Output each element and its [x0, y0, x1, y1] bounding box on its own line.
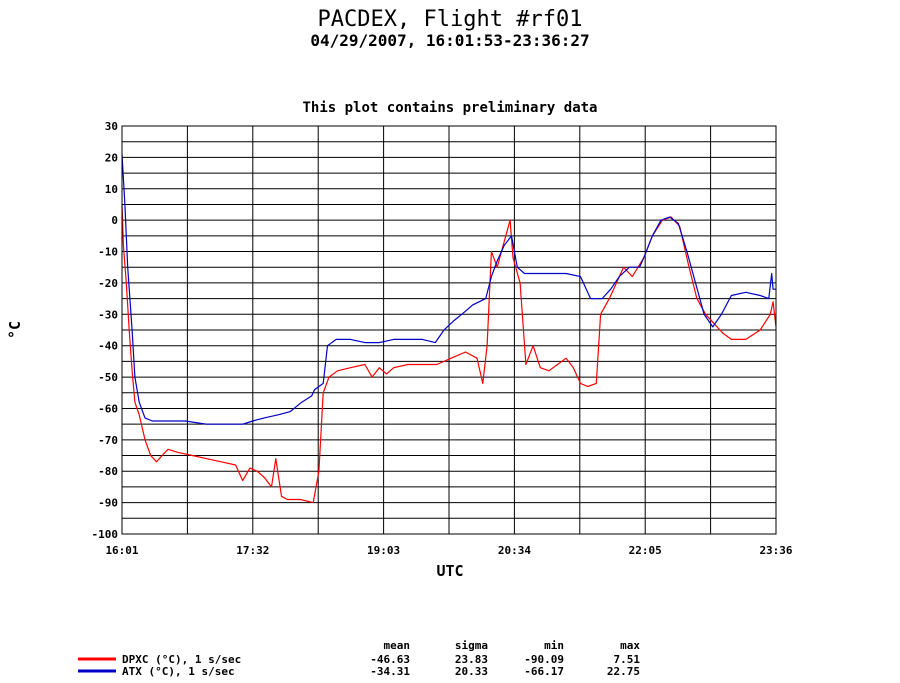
grid-lines — [122, 125, 776, 535]
y-tick-label: -60 — [98, 402, 118, 415]
x-tick-label: 23:36 — [759, 544, 792, 557]
legend-series-name: DPXC (°C), 1 s/sec — [122, 653, 241, 666]
y-tick-label: -50 — [98, 371, 118, 384]
legend-series-name: ATX (°C), 1 s/sec — [122, 665, 235, 678]
chart-title-group: PACDEX, Flight #rf01 04/29/2007, 16:01:5… — [302, 7, 597, 116]
legend-stat-value: 22.75 — [607, 665, 640, 678]
chart-note: This plot contains preliminary data — [302, 100, 597, 116]
y-tick-label: -70 — [98, 434, 118, 447]
stats-header: sigma — [455, 639, 488, 652]
y-tick-label: -100 — [92, 528, 119, 541]
plot-frame — [121, 125, 777, 535]
stats-header: mean — [384, 639, 411, 652]
y-tick-label: 20 — [105, 151, 118, 164]
legend-stat-value: -90.09 — [524, 653, 564, 666]
legend-stats: mean sigma min max DPXC (°C), 1 s/sec -46.63 2… — [78, 639, 640, 678]
legend-stat-value: 20.33 — [455, 665, 488, 678]
x-tick-label: 20:34 — [498, 544, 531, 557]
y-tick-label: -30 — [98, 308, 118, 321]
x-axis-label: UTC — [436, 562, 463, 580]
y-tick-label: -40 — [98, 340, 118, 353]
y-tick-label: 0 — [111, 214, 118, 227]
x-tick-label: 22:05 — [629, 544, 662, 557]
y-tick-labels: 30 20 10 0 -10 -20 -30 -40 -50 -60 -70 -80 -90 -100 — [92, 120, 119, 541]
chart-title: PACDEX, Flight #rf01 — [318, 7, 583, 32]
y-tick-label: -10 — [98, 246, 118, 259]
x-tick-label: 17:32 — [236, 544, 269, 557]
stats-header: min — [544, 639, 564, 652]
y-tick-label: -80 — [98, 465, 118, 478]
x-tick-labels: 16:01 17:32 19:03 20:34 22:05 23:36 — [105, 544, 792, 557]
y-tick-label: -90 — [98, 497, 118, 510]
y-tick-label: -20 — [98, 277, 118, 290]
legend-stat-value: 7.51 — [614, 653, 641, 666]
legend-stat-value: -34.31 — [370, 665, 410, 678]
stats-header: max — [620, 639, 640, 652]
legend-stat-value: 23.83 — [455, 653, 488, 666]
x-tick-label: 16:01 — [105, 544, 138, 557]
y-tick-label: 10 — [105, 183, 118, 196]
series-layer — [121, 154, 777, 504]
y-axis-label: °C — [6, 321, 24, 339]
legend-stat-value: -66.17 — [524, 665, 564, 678]
chart-subtitle: 04/29/2007, 16:01:53-23:36:27 — [310, 31, 589, 50]
series-line-atx — [121, 154, 776, 425]
legend-stat-value: -46.63 — [370, 653, 410, 666]
x-tick-label: 19:03 — [367, 544, 400, 557]
y-tick-label: 30 — [105, 120, 118, 133]
